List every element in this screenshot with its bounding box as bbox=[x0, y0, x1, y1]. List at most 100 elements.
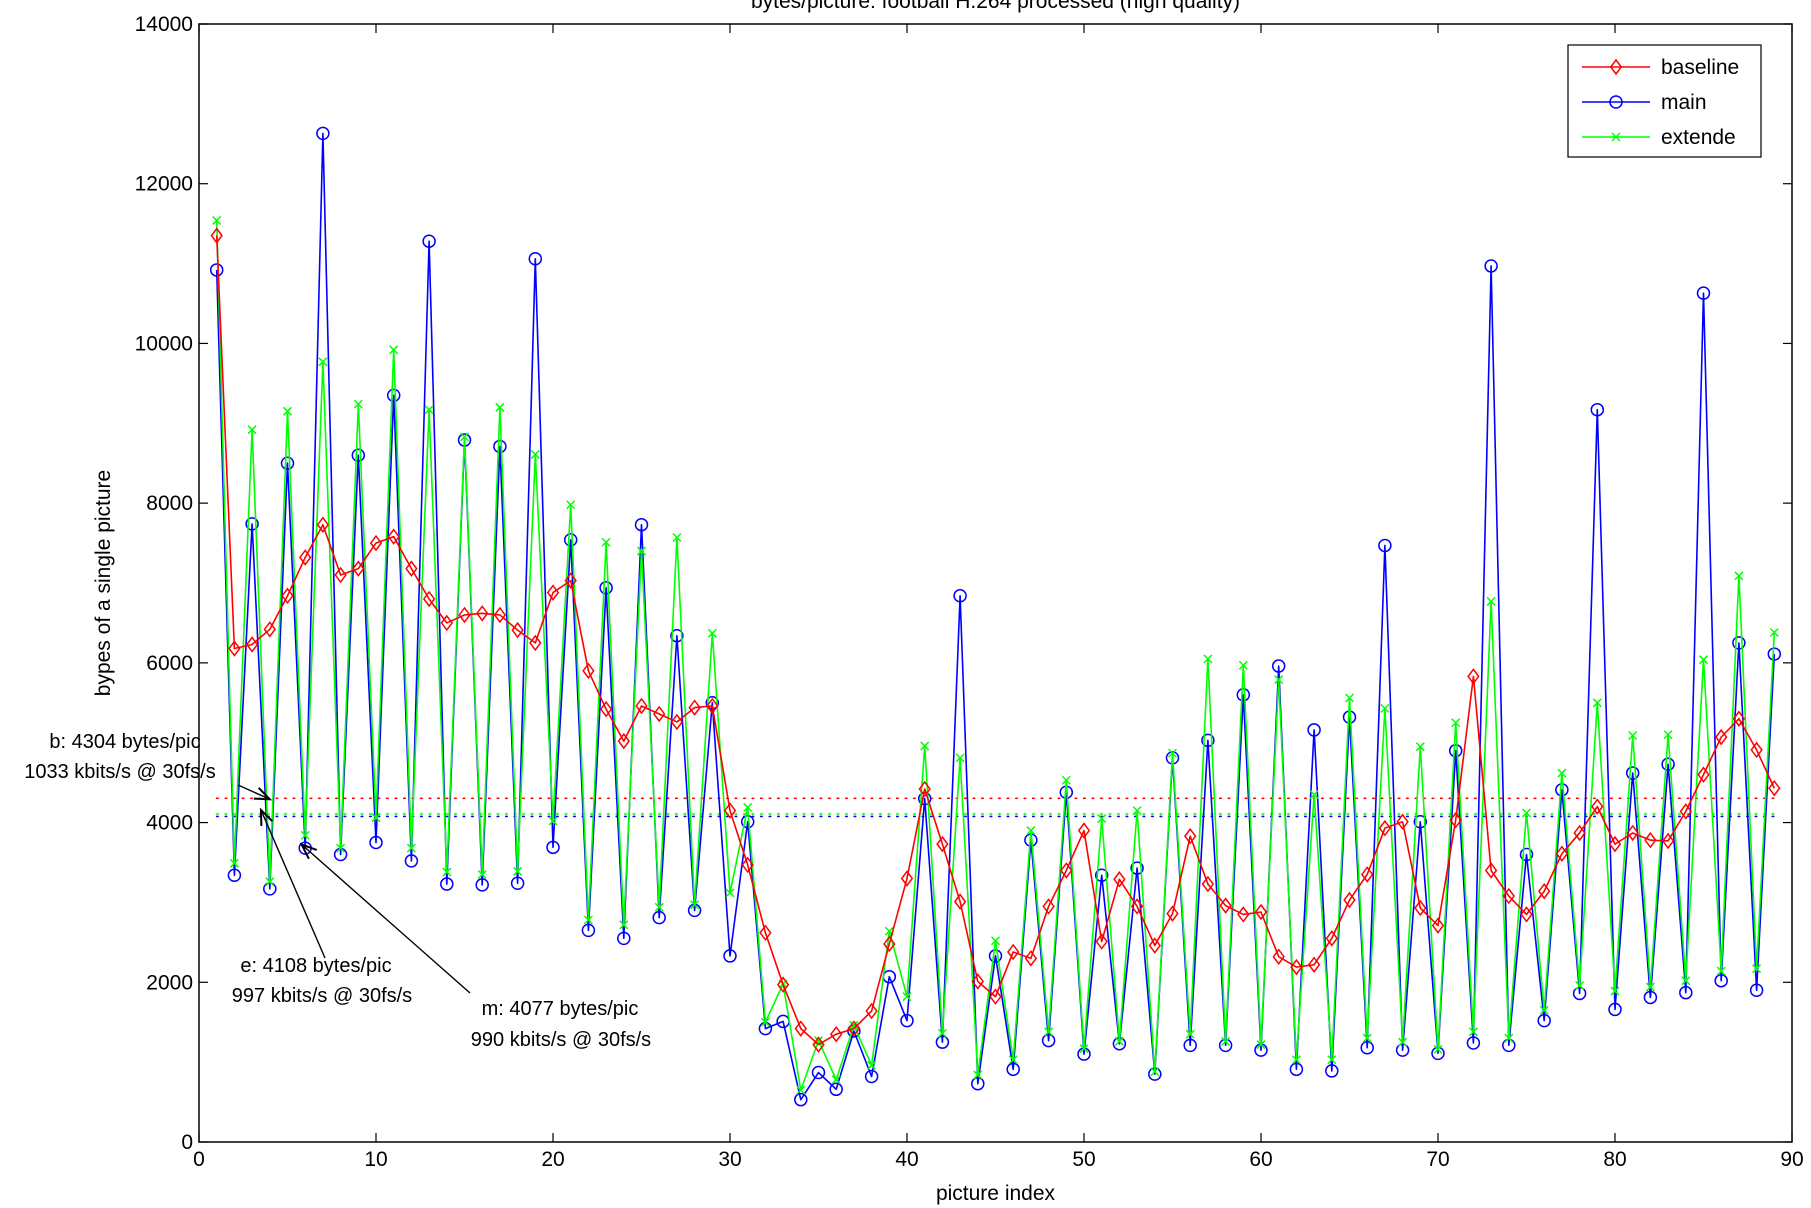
data-point-main bbox=[1360, 1041, 1374, 1055]
data-point-baseline bbox=[263, 621, 276, 638]
data-point-baseline bbox=[741, 856, 754, 874]
data-point-main bbox=[1413, 815, 1428, 829]
data-point-main bbox=[1395, 1043, 1410, 1057]
data-point-extende bbox=[566, 500, 576, 510]
series-layer bbox=[209, 126, 1782, 1107]
data-point-extende bbox=[1575, 980, 1585, 991]
data-point-baseline bbox=[458, 606, 471, 624]
data-point-baseline bbox=[1484, 862, 1498, 879]
data-point-extende bbox=[1344, 693, 1355, 703]
data-point-main bbox=[316, 126, 330, 141]
y-tick-label: 2000 bbox=[146, 971, 193, 994]
data-point-extende bbox=[1221, 1036, 1231, 1046]
data-point-extende bbox=[1380, 703, 1390, 713]
data-point-main bbox=[829, 1082, 843, 1097]
data-point-extende bbox=[1752, 964, 1762, 974]
data-point-baseline bbox=[1343, 891, 1356, 909]
data-point-extende bbox=[1716, 966, 1726, 976]
data-point-extende bbox=[282, 406, 293, 416]
data-point-baseline bbox=[334, 566, 347, 584]
data-point-baseline bbox=[422, 590, 436, 608]
data-point-extende bbox=[1291, 1055, 1301, 1065]
data-point-extende bbox=[1433, 1044, 1443, 1054]
x-tick-label: 90 bbox=[1780, 1148, 1803, 1171]
x-tick-label: 80 bbox=[1603, 1148, 1626, 1171]
data-point-baseline bbox=[812, 1036, 825, 1053]
data-point-baseline bbox=[1520, 906, 1533, 923]
data-point-extende bbox=[654, 902, 664, 912]
data-point-main bbox=[1466, 1036, 1481, 1050]
data-point-extende bbox=[513, 866, 523, 876]
data-point-baseline bbox=[1750, 741, 1763, 759]
data-point-baseline bbox=[1307, 956, 1321, 973]
data-point-main bbox=[528, 252, 543, 266]
data-point-extende bbox=[371, 813, 381, 823]
annotation-e-arrow bbox=[259, 807, 326, 959]
data-point-extende bbox=[849, 1020, 859, 1030]
series-baseline bbox=[210, 227, 1781, 1053]
data-point-baseline bbox=[617, 732, 630, 750]
data-point-baseline bbox=[1449, 811, 1462, 829]
data-point-main bbox=[935, 1035, 950, 1049]
annotation-b-arrow-head bbox=[253, 787, 273, 801]
annotation-b-arrow bbox=[237, 784, 273, 801]
data-point-main bbox=[971, 1076, 985, 1091]
data-point-main bbox=[1041, 1033, 1056, 1048]
data-point-main bbox=[1325, 1064, 1339, 1078]
data-point-baseline bbox=[228, 640, 241, 657]
data-point-baseline bbox=[1166, 905, 1179, 922]
data-point-extende bbox=[1150, 1067, 1160, 1077]
data-point-extende bbox=[937, 1028, 947, 1038]
data-point-baseline bbox=[1768, 779, 1781, 797]
data-point-extende bbox=[1557, 768, 1567, 778]
data-point-extende bbox=[1645, 982, 1655, 992]
data-point-main bbox=[1289, 1062, 1304, 1077]
legend-marker-extende bbox=[1611, 132, 1621, 142]
data-point-extende bbox=[406, 843, 416, 853]
data-point-main bbox=[652, 910, 666, 925]
x-tick-label: 40 bbox=[895, 1148, 918, 1171]
data-point-extende bbox=[1468, 1027, 1478, 1037]
data-point-main bbox=[1006, 1062, 1020, 1077]
legend-entry-main: main bbox=[1582, 91, 1707, 114]
data-point-extende bbox=[1663, 730, 1673, 740]
annotation-m-arrow bbox=[299, 842, 471, 994]
data-point-main bbox=[599, 581, 613, 595]
data-point-baseline bbox=[1325, 930, 1338, 947]
data-point-main bbox=[386, 388, 401, 403]
data-point-main bbox=[546, 840, 560, 855]
data-point-baseline bbox=[564, 572, 577, 589]
data-point-baseline bbox=[1077, 822, 1091, 839]
data-point-extende bbox=[1203, 654, 1213, 664]
data-point-extende bbox=[1451, 718, 1461, 728]
data-point-extende bbox=[636, 546, 647, 556]
data-point-baseline bbox=[1254, 903, 1268, 921]
data-point-extende bbox=[1539, 1005, 1549, 1015]
data-point-main bbox=[227, 868, 242, 883]
data-point-extende bbox=[1610, 986, 1620, 996]
data-point-main bbox=[988, 949, 1003, 963]
x-tick-label: 70 bbox=[1426, 1148, 1449, 1171]
data-point-baseline bbox=[1290, 958, 1303, 976]
data-point-extende bbox=[1415, 742, 1425, 752]
data-point-baseline bbox=[1467, 668, 1480, 685]
data-point-extende bbox=[973, 1070, 983, 1080]
data-point-baseline bbox=[1679, 803, 1692, 820]
data-point-baseline bbox=[1697, 766, 1710, 783]
data-point-baseline bbox=[281, 587, 294, 605]
data-point-extende bbox=[336, 843, 346, 853]
legend-label-extende: extende bbox=[1661, 126, 1736, 149]
x-tick-label: 60 bbox=[1249, 1148, 1272, 1171]
data-point-main bbox=[1608, 1002, 1622, 1017]
data-point-extende bbox=[920, 741, 930, 751]
data-point-extende bbox=[265, 877, 275, 887]
x-axis-ticks: 0 10 20 30 40 50 60 70 80 90 bbox=[193, 24, 1804, 1171]
annotations: b: 4304 bytes/pic 1033 kbits/s @ 30fs/s … bbox=[24, 731, 651, 1051]
data-point-main bbox=[1625, 766, 1640, 780]
data-point-extende bbox=[955, 753, 965, 763]
data-point-baseline bbox=[706, 697, 719, 715]
data-point-baseline bbox=[529, 634, 542, 652]
series-line-baseline bbox=[215, 235, 1776, 1046]
legend: baseline main extende bbox=[1567, 44, 1762, 158]
data-point-extende bbox=[389, 345, 399, 355]
